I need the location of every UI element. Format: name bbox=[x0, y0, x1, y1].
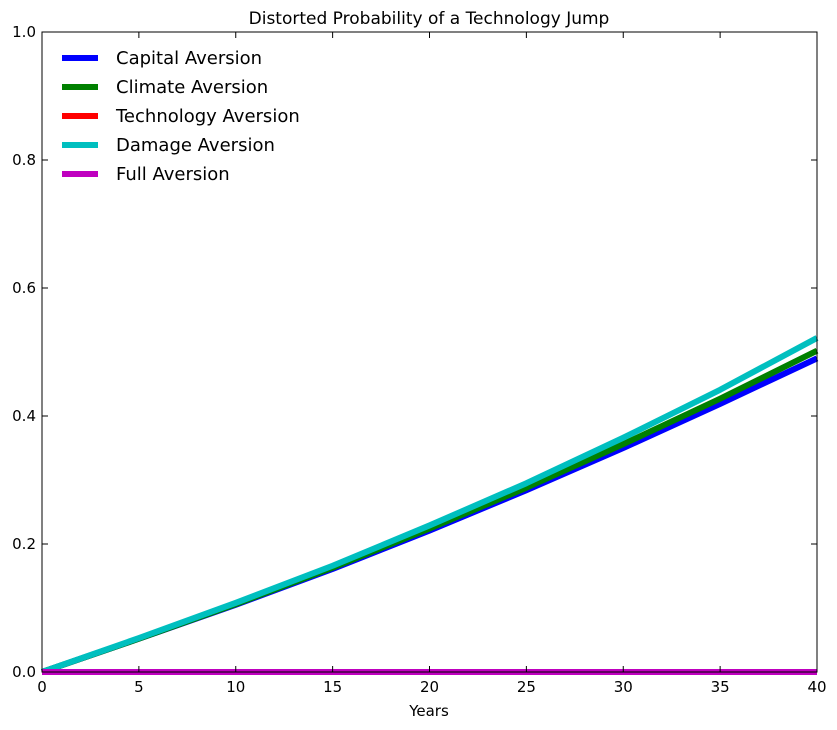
legend-label: Damage Aversion bbox=[116, 135, 275, 156]
x-axis-label: Years bbox=[408, 702, 449, 720]
x-tick-label: 35 bbox=[711, 678, 730, 696]
series-line-damage-aversion bbox=[41, 335, 819, 675]
x-tick-label: 5 bbox=[134, 678, 144, 696]
legend: Capital Aversion Climate Aversion Technolo… bbox=[62, 48, 300, 185]
x-tick-label: 15 bbox=[323, 678, 342, 696]
x-tick-label: 20 bbox=[420, 678, 439, 696]
y-tick-label: 1.0 bbox=[12, 23, 36, 41]
x-tick-label: 25 bbox=[517, 678, 536, 696]
x-tick-label: 0 bbox=[37, 678, 47, 696]
y-tick-label: 0.4 bbox=[12, 407, 36, 425]
series-layer bbox=[41, 335, 819, 675]
plot-frame bbox=[41, 31, 818, 673]
y-tick-label: 0.0 bbox=[12, 663, 36, 681]
ticks-layer: 0 5 10 15 20 25 30 35 40 0.0 0.2 0.4 0.6 0.8 1.0 bbox=[12, 23, 826, 696]
legend-label: Technology Aversion bbox=[115, 106, 300, 127]
x-tick-label: 40 bbox=[807, 678, 826, 696]
legend-label: Capital Aversion bbox=[116, 48, 262, 69]
y-tick-label: 0.8 bbox=[12, 151, 36, 169]
legend-label: Climate Aversion bbox=[116, 77, 268, 98]
legend-label: Full Aversion bbox=[116, 164, 230, 185]
chart-title: Distorted Probability of a Technology Ju… bbox=[249, 9, 610, 29]
y-tick-label: 0.2 bbox=[12, 535, 36, 553]
x-tick-label: 30 bbox=[614, 678, 633, 696]
x-tick-label: 10 bbox=[226, 678, 245, 696]
y-tick-label: 0.6 bbox=[12, 279, 36, 297]
